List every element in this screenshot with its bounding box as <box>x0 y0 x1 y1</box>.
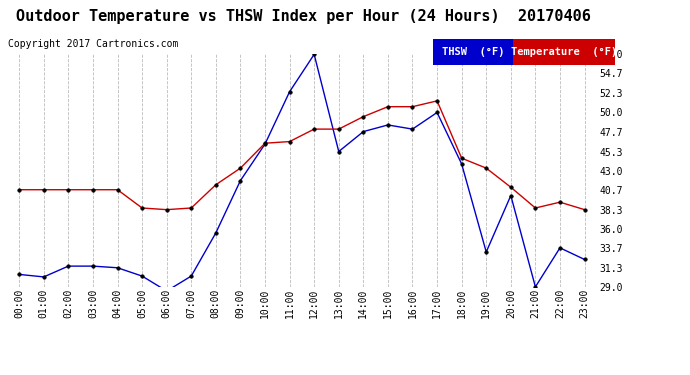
Text: THSW  (°F): THSW (°F) <box>442 47 504 57</box>
Text: Temperature  (°F): Temperature (°F) <box>511 47 617 57</box>
Text: Outdoor Temperature vs THSW Index per Hour (24 Hours)  20170406: Outdoor Temperature vs THSW Index per Ho… <box>16 9 591 24</box>
Text: Copyright 2017 Cartronics.com: Copyright 2017 Cartronics.com <box>8 39 179 50</box>
